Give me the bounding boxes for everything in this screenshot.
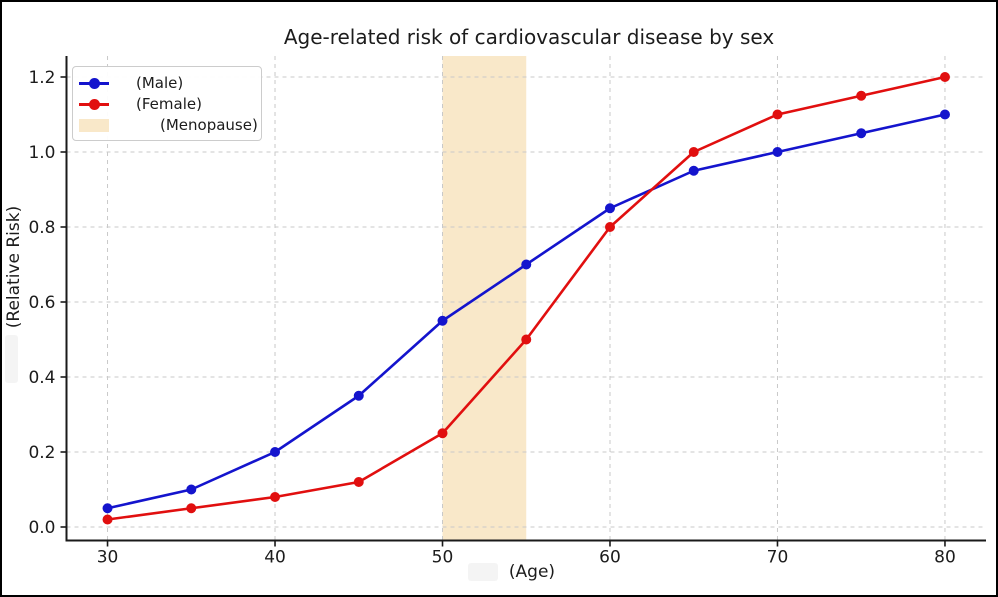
legend-item-female: (Female) bbox=[79, 93, 255, 114]
legend-label-male: (Male) bbox=[136, 73, 184, 92]
y-tick-label: 0.4 bbox=[28, 368, 55, 388]
data-point bbox=[604, 203, 615, 214]
data-point bbox=[688, 147, 699, 157]
data-point bbox=[604, 222, 615, 232]
x-tick-label: 40 bbox=[264, 548, 286, 568]
male-line-swatch bbox=[79, 76, 109, 90]
x-tick-label: 50 bbox=[432, 548, 454, 568]
x-tick-label: 80 bbox=[934, 548, 956, 568]
data-point bbox=[772, 109, 783, 120]
menopause-band bbox=[442, 56, 527, 541]
y-tick-label: 0.2 bbox=[28, 443, 55, 463]
y-tick-label: 0.0 bbox=[28, 518, 55, 538]
legend-label-menopause: (Menopause) bbox=[160, 115, 258, 134]
data-point bbox=[772, 147, 783, 157]
data-point bbox=[939, 72, 950, 82]
legend-label-female: (Female) bbox=[136, 94, 202, 113]
missing-glyph-artifact-ylabel bbox=[5, 335, 18, 383]
x-tick-label: 30 bbox=[97, 548, 119, 568]
female-line-swatch bbox=[79, 97, 109, 111]
data-point bbox=[186, 503, 197, 514]
y-tick-label: 1.2 bbox=[28, 68, 55, 88]
x-tick-label: 70 bbox=[767, 548, 789, 568]
missing-glyph-artifact-xlabel bbox=[468, 563, 498, 581]
data-point bbox=[856, 128, 867, 139]
legend: (Male) (Female) (Menopause) bbox=[72, 66, 262, 141]
y-tick-label: 0.6 bbox=[28, 293, 55, 313]
data-point bbox=[521, 259, 532, 270]
y-tick-label: 0.8 bbox=[28, 218, 55, 238]
legend-item-male: (Male) bbox=[79, 72, 255, 93]
data-point bbox=[102, 514, 113, 525]
x-tick-label: 60 bbox=[599, 548, 621, 568]
chart-title: Age-related risk of cardiovascular disea… bbox=[283, 25, 775, 49]
legend-item-menopause: (Menopause) bbox=[79, 114, 258, 135]
x-axis-label: (Age) bbox=[508, 562, 556, 582]
data-point bbox=[521, 334, 532, 345]
data-point bbox=[688, 165, 699, 176]
data-point bbox=[270, 447, 281, 457]
data-point bbox=[437, 315, 448, 326]
menopause-patch-swatch bbox=[79, 118, 109, 132]
data-point bbox=[856, 90, 867, 101]
data-point bbox=[102, 503, 113, 514]
data-point bbox=[939, 109, 950, 120]
data-point bbox=[353, 390, 364, 401]
data-point bbox=[437, 428, 448, 439]
data-point bbox=[353, 477, 364, 487]
data-point bbox=[186, 484, 197, 495]
data-point bbox=[270, 492, 281, 502]
y-tick-label: 1.0 bbox=[28, 143, 55, 163]
